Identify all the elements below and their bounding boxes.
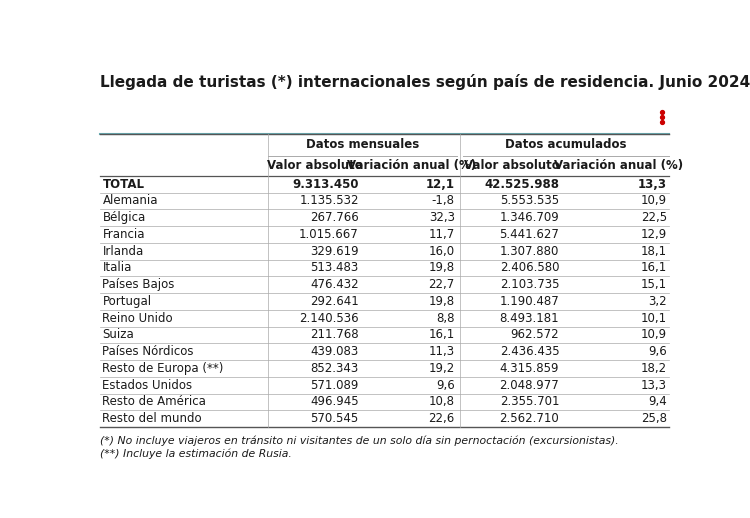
Text: TOTAL: TOTAL: [103, 178, 145, 191]
Text: 2.140.536: 2.140.536: [299, 312, 358, 325]
Text: 10,1: 10,1: [640, 312, 667, 325]
Text: 571.089: 571.089: [310, 379, 358, 392]
Text: 13,3: 13,3: [640, 379, 667, 392]
Text: 18,2: 18,2: [640, 362, 667, 375]
Text: Resto del mundo: Resto del mundo: [103, 412, 202, 425]
Text: 10,9: 10,9: [640, 194, 667, 208]
Text: Variación anual (%): Variación anual (%): [347, 160, 476, 172]
Text: 2.048.977: 2.048.977: [500, 379, 560, 392]
Text: 9.313.450: 9.313.450: [292, 178, 358, 191]
Text: 22,5: 22,5: [640, 211, 667, 224]
Text: 25,8: 25,8: [640, 412, 667, 425]
Text: Variación anual (%): Variación anual (%): [554, 160, 683, 172]
Text: 267.766: 267.766: [310, 211, 358, 224]
Text: 570.545: 570.545: [310, 412, 358, 425]
Text: Suiza: Suiza: [103, 328, 134, 341]
Text: 12,1: 12,1: [426, 178, 454, 191]
Text: 2.562.710: 2.562.710: [500, 412, 560, 425]
Text: 1.346.709: 1.346.709: [500, 211, 560, 224]
Text: 439.083: 439.083: [310, 345, 358, 358]
Text: 22,7: 22,7: [428, 278, 454, 291]
Text: 19,8: 19,8: [428, 262, 454, 275]
Text: 8,8: 8,8: [436, 312, 454, 325]
Text: Italia: Italia: [103, 262, 132, 275]
Text: 2.406.580: 2.406.580: [500, 262, 560, 275]
Text: Resto de América: Resto de América: [103, 395, 206, 409]
Text: 8.493.181: 8.493.181: [500, 312, 560, 325]
Text: Reino Unido: Reino Unido: [103, 312, 173, 325]
Text: 2.436.435: 2.436.435: [500, 345, 560, 358]
Text: 211.768: 211.768: [310, 328, 358, 341]
Text: 329.619: 329.619: [310, 244, 358, 258]
Text: 2.103.735: 2.103.735: [500, 278, 560, 291]
Text: 11,3: 11,3: [428, 345, 454, 358]
Text: 11,7: 11,7: [428, 228, 454, 241]
Text: Países Nórdicos: Países Nórdicos: [103, 345, 194, 358]
Text: Portugal: Portugal: [103, 295, 152, 308]
Text: 292.641: 292.641: [310, 295, 358, 308]
Text: Estados Unidos: Estados Unidos: [103, 379, 193, 392]
Text: 5.553.535: 5.553.535: [500, 194, 560, 208]
Text: 42.525.988: 42.525.988: [484, 178, 560, 191]
Text: 5.441.627: 5.441.627: [500, 228, 560, 241]
Text: 852.343: 852.343: [310, 362, 358, 375]
Text: 12,9: 12,9: [640, 228, 667, 241]
Text: 16,1: 16,1: [640, 262, 667, 275]
Text: 19,8: 19,8: [428, 295, 454, 308]
Text: 13,3: 13,3: [638, 178, 667, 191]
Text: 1.307.880: 1.307.880: [500, 244, 560, 258]
Text: 496.945: 496.945: [310, 395, 358, 409]
Text: 9,6: 9,6: [436, 379, 454, 392]
Text: Valor absoluto: Valor absoluto: [267, 160, 362, 172]
Text: 10,9: 10,9: [640, 328, 667, 341]
Text: 513.483: 513.483: [310, 262, 358, 275]
Text: 15,1: 15,1: [640, 278, 667, 291]
Text: 2.355.701: 2.355.701: [500, 395, 560, 409]
Text: 4.315.859: 4.315.859: [500, 362, 560, 375]
Text: 10,8: 10,8: [429, 395, 454, 409]
Text: Francia: Francia: [103, 228, 145, 241]
Text: 16,1: 16,1: [428, 328, 454, 341]
Text: Datos acumulados: Datos acumulados: [506, 138, 627, 151]
Text: (*) No incluye viajeros en tránsito ni visitantes de un solo día sin pernoctació: (*) No incluye viajeros en tránsito ni v…: [100, 436, 618, 447]
Text: 22,6: 22,6: [428, 412, 454, 425]
Text: 16,0: 16,0: [428, 244, 454, 258]
Text: (**) Incluye la estimación de Rusia.: (**) Incluye la estimación de Rusia.: [100, 449, 292, 459]
Text: 1.015.667: 1.015.667: [299, 228, 358, 241]
Text: Valor absoluto: Valor absoluto: [464, 160, 560, 172]
Text: Datos mensuales: Datos mensuales: [306, 138, 419, 151]
Text: 9,4: 9,4: [648, 395, 667, 409]
Text: 1.135.532: 1.135.532: [299, 194, 358, 208]
Text: 18,1: 18,1: [640, 244, 667, 258]
Text: 1.190.487: 1.190.487: [500, 295, 560, 308]
Text: 962.572: 962.572: [511, 328, 560, 341]
Text: Llegada de turistas (*) internacionales según país de residencia. Junio 2024: Llegada de turistas (*) internacionales …: [100, 74, 750, 90]
Text: 19,2: 19,2: [428, 362, 454, 375]
Text: 3,2: 3,2: [648, 295, 667, 308]
Text: Alemania: Alemania: [103, 194, 158, 208]
Text: Bélgica: Bélgica: [103, 211, 146, 224]
Text: Países Bajos: Países Bajos: [103, 278, 175, 291]
Text: -1,8: -1,8: [432, 194, 454, 208]
Text: 476.432: 476.432: [310, 278, 358, 291]
Text: 9,6: 9,6: [648, 345, 667, 358]
Text: 32,3: 32,3: [429, 211, 454, 224]
Text: Irlanda: Irlanda: [103, 244, 144, 258]
Text: Resto de Europa (**): Resto de Europa (**): [103, 362, 224, 375]
